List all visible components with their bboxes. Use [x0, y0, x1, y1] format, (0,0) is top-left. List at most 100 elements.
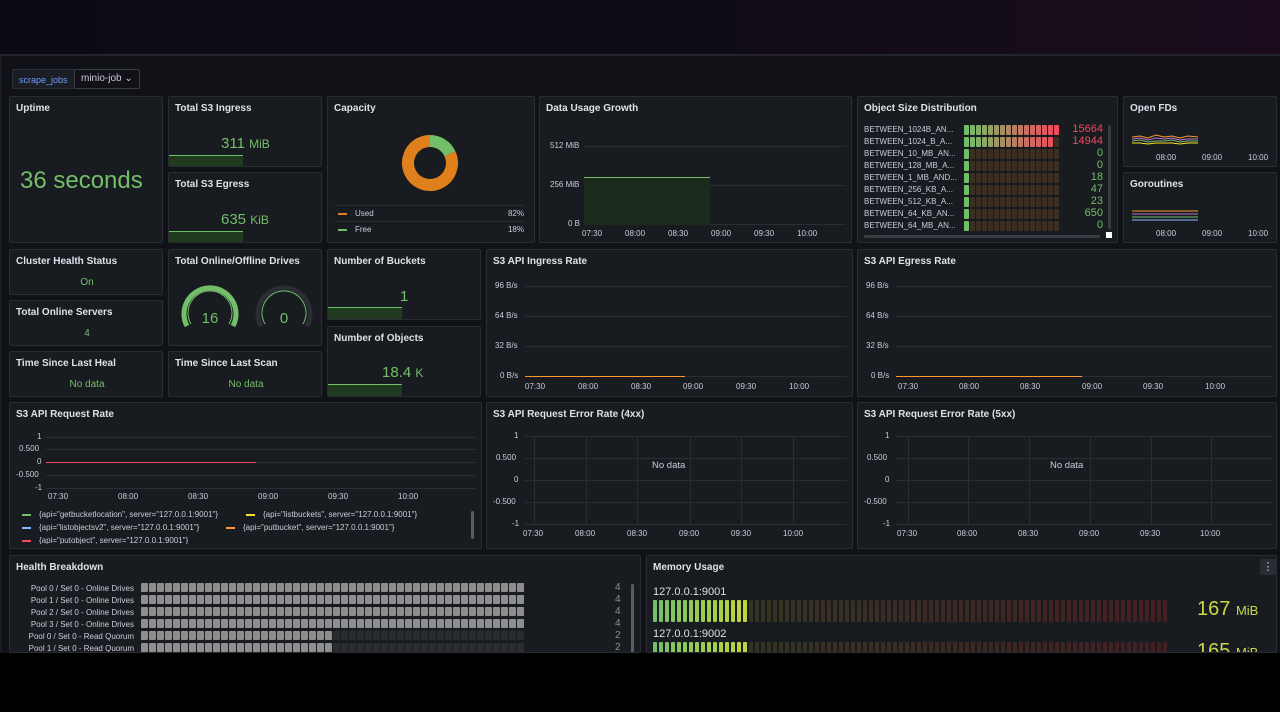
osd-bar-cell: [994, 125, 999, 135]
x-tick: 10:00: [1200, 529, 1221, 538]
health-bar-cell: [261, 583, 268, 592]
osd-bar-cell: [982, 161, 987, 171]
health-bar-cell: [245, 643, 252, 652]
osd-bar-cell: [1030, 209, 1035, 219]
panel-total-online-servers[interactable]: Total Online Servers 4: [9, 300, 163, 346]
health-bar-cell: [437, 607, 444, 616]
panel-number-of-buckets[interactable]: Number of Buckets 1: [327, 249, 481, 320]
health-bar-cell: [389, 619, 396, 628]
panel-time-since-last-heal[interactable]: Time Since Last Heal No data: [9, 351, 163, 397]
gridline: [534, 436, 535, 524]
osd-bar-cell: [1000, 161, 1005, 171]
gridline: [1151, 436, 1152, 524]
memory-bar-cell: [857, 600, 861, 622]
request-rate-legend-item[interactable]: {api="putobject", server="127.0.0.1:9001…: [22, 536, 188, 544]
panel-s3-api-request-rate[interactable]: S3 API Request Rate 1 0.500 0 -0.500 -1 …: [9, 402, 482, 549]
health-bar-cell: [221, 607, 228, 616]
health-bar-cell: [205, 607, 212, 616]
memory-bar-cell: [1073, 642, 1077, 652]
request-rate-legend-item[interactable]: {api="listbuckets", server="127.0.0.1:90…: [246, 510, 417, 519]
panel-s3-api-request-error-rate-4xx[interactable]: S3 API Request Error Rate (4xx) 1 0.500 …: [486, 402, 853, 549]
panel-health-breakdown[interactable]: Health Breakdown Pool 0 / Set 0 - Online…: [9, 555, 641, 653]
health-bar-cell: [165, 643, 172, 652]
egress-number: 635: [221, 211, 247, 228]
osd-bar-cell: [1048, 197, 1053, 207]
memory-bar-cell: [1049, 600, 1053, 622]
osd-bar-cell: [1000, 173, 1005, 183]
panel-time-since-last-scan[interactable]: Time Since Last Scan No data: [168, 351, 322, 397]
osd-scrollbar-vertical[interactable]: [1108, 125, 1111, 229]
health-bar-cell: [421, 583, 428, 592]
memory-bar-cell: [683, 642, 687, 652]
x-tick: 09:30: [736, 382, 757, 391]
memory-bar-cell: [875, 600, 879, 622]
panel-s3-api-ingress-rate[interactable]: S3 API Ingress Rate 96 B/s 64 B/s 32 B/s…: [486, 249, 853, 397]
panel-total-s3-egress[interactable]: Total S3 Egress 635 KiB: [168, 172, 322, 243]
health-bar-cell: [141, 595, 148, 604]
panel-uptime[interactable]: Uptime 36 seconds: [9, 96, 163, 243]
osd-scrollbar[interactable]: [864, 235, 1100, 238]
memory-bar-cell: [1121, 600, 1125, 622]
request-rate-legend-item[interactable]: {api="getbucketlocation", server="127.0.…: [22, 510, 218, 519]
health-bar-cell: [245, 619, 252, 628]
osd-bar-cell: [1048, 137, 1053, 147]
health-bar-cell: [181, 619, 188, 628]
osd-bar-cell: [988, 137, 993, 147]
legend-scrollbar[interactable]: [471, 511, 474, 539]
panel-total-online-offline-drives[interactable]: Total Online/Offline Drives 16 0: [168, 249, 322, 346]
health-bar-cell: [517, 619, 524, 628]
memory-row-value: 165 MiB: [1197, 640, 1258, 652]
panel-number-of-objects[interactable]: Number of Objects 18.4 K: [327, 326, 481, 397]
panel-cluster-health-status[interactable]: Cluster Health Status On: [9, 249, 163, 295]
memory-bar-cell: [731, 642, 735, 652]
x-tick: 07:30: [897, 529, 918, 538]
panel-goroutines[interactable]: Goroutines 08:00 09:00 10:00: [1123, 172, 1277, 243]
memory-bar-cell: [791, 642, 795, 652]
variable-select-scrape-jobs[interactable]: minio-job ⌄: [74, 69, 140, 89]
panel-capacity[interactable]: Capacity Used 82% Free 18%: [327, 96, 535, 243]
health-bar-cell: [469, 631, 476, 640]
osd-bar-cell: [988, 125, 993, 135]
osd-bar-cell: [976, 161, 981, 171]
health-bar-cell: [157, 607, 164, 616]
osd-bar-cell: [1054, 209, 1059, 219]
x-tick: 08:30: [188, 492, 209, 501]
health-bar-cell: [157, 619, 164, 628]
panel-menu-icon[interactable]: ⋮: [1260, 559, 1276, 575]
health-bar-cell: [405, 619, 412, 628]
y-tick: -1: [512, 519, 520, 528]
health-bar-cell: [501, 583, 508, 592]
memory-bar-cell: [1127, 600, 1131, 622]
resize-handle-icon[interactable]: [1106, 232, 1112, 238]
drives-offline-value: 0: [279, 310, 289, 327]
health-bar-cell: [501, 607, 508, 616]
panel-total-s3-ingress[interactable]: Total S3 Ingress 311 MiB: [168, 96, 322, 167]
osd-row-value: 23: [1090, 195, 1103, 207]
health-scrollbar[interactable]: [631, 584, 634, 652]
panel-s3-api-egress-rate[interactable]: S3 API Egress Rate 96 B/s 64 B/s 32 B/s …: [857, 249, 1277, 397]
legend-label: Free: [355, 225, 372, 234]
health-bar-cell: [437, 643, 444, 652]
x-tick: 09:00: [1202, 229, 1223, 238]
panel-open-fds[interactable]: Open FDs 08:00 09:00 10:00: [1123, 96, 1277, 167]
request-rate-legend-item[interactable]: {api="listobjectsv2", server="127.0.0.1:…: [22, 523, 199, 532]
osd-bar-cell: [970, 209, 975, 219]
x-tick: 08:00: [578, 382, 599, 391]
health-bar-cell: [181, 583, 188, 592]
osd-bar-cell: [1006, 173, 1011, 183]
health-bar-cell: [245, 631, 252, 640]
memory-bar-cell: [689, 600, 693, 622]
request-rate-legend-item[interactable]: {api="putbucket", server="127.0.0.1:9001…: [226, 523, 394, 532]
memory-bar-cell: [833, 642, 837, 652]
health-bar-cell: [365, 583, 372, 592]
panel-s3-api-request-error-rate-5xx[interactable]: S3 API Request Error Rate (5xx) 1 0.500 …: [857, 402, 1277, 549]
panel-memory-usage[interactable]: Memory Usage ⋮ 127.0.0.1:9001 167 MiB 127.…: [646, 555, 1277, 653]
memory-bar-cell: [869, 600, 873, 622]
panel-title: Cluster Health Status: [16, 256, 118, 267]
osd-bar-cell: [1042, 185, 1047, 195]
x-tick: 08:00: [118, 492, 139, 501]
panel-object-size-distribution[interactable]: Object Size Distribution BETWEEN_1024B_A…: [857, 96, 1118, 243]
osd-bar-cell: [1048, 173, 1053, 183]
osd-bar-cell: [1018, 173, 1023, 183]
panel-data-usage-growth[interactable]: Data Usage Growth 512 MiB 256 MiB 0 B 07…: [539, 96, 852, 243]
